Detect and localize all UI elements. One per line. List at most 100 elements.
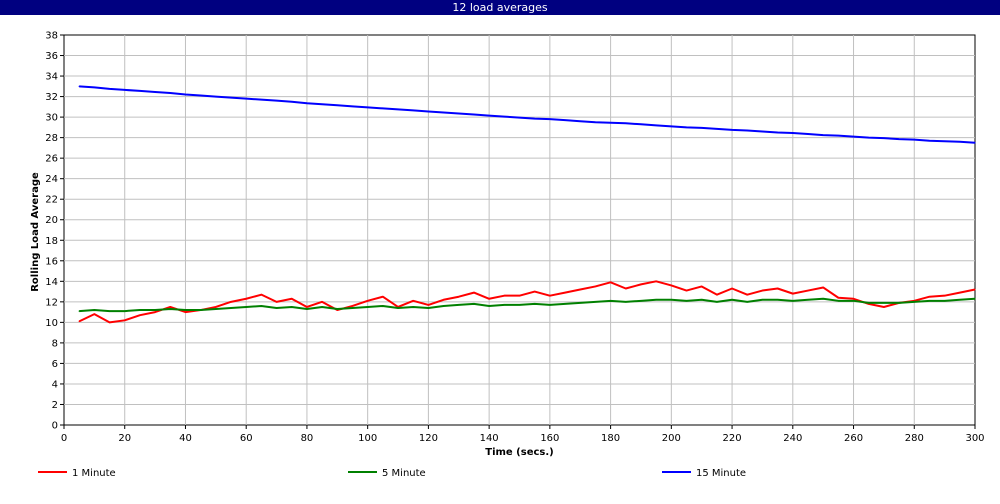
data-point-5-minute xyxy=(139,309,141,311)
data-point-1-minute xyxy=(610,281,612,283)
data-point-1-minute xyxy=(291,298,293,300)
data-point-15-minute xyxy=(564,119,566,121)
y-tick-label: 32 xyxy=(45,92,58,103)
data-point-15-minute xyxy=(139,90,141,92)
x-tick-label: 260 xyxy=(844,433,863,444)
y-tick-label: 28 xyxy=(45,133,58,144)
data-point-5-minute xyxy=(275,307,278,309)
data-point-1-minute xyxy=(944,295,946,297)
x-tick-label: 20 xyxy=(118,433,131,444)
y-tick-label: 36 xyxy=(45,51,58,62)
data-point-15-minute xyxy=(852,136,855,138)
data-point-15-minute xyxy=(321,103,323,105)
data-point-15-minute xyxy=(731,129,733,131)
x-tick-label: 40 xyxy=(179,433,192,444)
plot-area xyxy=(63,34,976,426)
data-point-15-minute xyxy=(959,141,961,143)
data-point-1-minute xyxy=(974,288,976,291)
data-point-15-minute xyxy=(503,115,505,118)
legend-label-15-minute: 15 Minute xyxy=(696,468,746,479)
x-tick-label: 280 xyxy=(905,433,924,444)
data-point-5-minute xyxy=(670,299,672,301)
y-tick-label: 38 xyxy=(45,31,58,42)
data-point-1-minute xyxy=(488,298,490,300)
y-tick-label: 34 xyxy=(45,72,58,83)
data-point-15-minute xyxy=(777,131,779,134)
x-tick-label: 160 xyxy=(540,433,559,444)
data-point-5-minute xyxy=(852,300,855,302)
data-point-15-minute xyxy=(837,134,839,137)
data-point-5-minute xyxy=(230,307,232,309)
data-point-5-minute xyxy=(412,306,414,308)
data-point-15-minute xyxy=(898,138,900,140)
x-tick-label: 240 xyxy=(783,433,802,444)
chart-title: 12 load averages xyxy=(0,0,1000,15)
data-point-1-minute xyxy=(640,283,642,285)
data-point-5-minute xyxy=(488,305,490,307)
data-point-5-minute xyxy=(837,300,839,302)
data-point-15-minute xyxy=(473,113,475,116)
data-point-1-minute xyxy=(837,297,839,299)
data-point-5-minute xyxy=(928,300,931,302)
series-line-1-minute xyxy=(78,280,976,324)
data-point-15-minute xyxy=(822,134,824,136)
data-point-5-minute xyxy=(579,302,581,304)
y-tick-label: 8 xyxy=(52,338,58,349)
data-point-5-minute xyxy=(640,300,642,302)
data-point-15-minute xyxy=(488,114,490,117)
data-point-5-minute xyxy=(200,309,202,311)
data-point-1-minute xyxy=(701,285,703,288)
data-point-5-minute xyxy=(594,301,597,303)
data-point-5-minute xyxy=(534,303,536,305)
y-tick-label: 4 xyxy=(52,379,58,390)
series-lines xyxy=(78,85,976,324)
data-point-1-minute xyxy=(852,298,855,300)
data-point-1-minute xyxy=(625,287,627,290)
data-point-15-minute xyxy=(761,130,764,133)
data-point-1-minute xyxy=(594,285,597,288)
grid xyxy=(64,35,975,425)
x-tick-label: 120 xyxy=(419,433,438,444)
data-point-5-minute xyxy=(959,299,961,301)
data-point-1-minute xyxy=(245,298,247,300)
data-point-5-minute xyxy=(108,310,111,312)
data-point-15-minute xyxy=(260,99,262,101)
data-point-15-minute xyxy=(868,137,870,139)
data-point-15-minute xyxy=(944,140,946,142)
data-point-1-minute xyxy=(564,292,566,294)
data-point-15-minute xyxy=(275,100,278,102)
x-axis: 0 20 40 60 80 100 120 140 160 180 200 220 240 260 280 3… xyxy=(61,425,985,444)
data-point-15-minute xyxy=(701,127,703,129)
data-point-1-minute xyxy=(822,286,824,289)
x-tick-label: 100 xyxy=(358,433,377,444)
data-point-1-minute xyxy=(154,311,156,313)
data-point-1-minute xyxy=(108,321,111,323)
series-line-15-minute xyxy=(79,85,976,144)
data-point-5-minute xyxy=(184,309,187,311)
y-tick-label: 14 xyxy=(45,277,58,288)
data-point-5-minute xyxy=(868,302,870,304)
data-point-1-minute xyxy=(78,320,80,322)
data-point-1-minute xyxy=(442,299,445,301)
data-point-1-minute xyxy=(260,294,262,296)
data-point-5-minute xyxy=(442,305,445,307)
data-point-15-minute xyxy=(807,133,809,135)
y-tick-label: 22 xyxy=(45,195,58,206)
data-point-15-minute xyxy=(685,126,688,128)
data-point-1-minute xyxy=(959,292,961,294)
data-point-1-minute xyxy=(306,306,308,308)
data-point-15-minute xyxy=(458,112,460,115)
data-point-15-minute xyxy=(306,102,308,104)
data-point-5-minute xyxy=(503,304,505,306)
data-point-1-minute xyxy=(655,280,657,282)
legend-label-1-minute: 1 Minute xyxy=(72,468,116,479)
legend-label-5-minute: 5 Minute xyxy=(382,468,426,479)
x-tick-label: 140 xyxy=(480,433,499,444)
data-point-15-minute xyxy=(883,137,885,139)
data-point-15-minute xyxy=(245,98,247,100)
data-point-15-minute xyxy=(397,108,399,111)
data-point-5-minute xyxy=(321,306,323,308)
data-point-1-minute xyxy=(139,314,141,316)
